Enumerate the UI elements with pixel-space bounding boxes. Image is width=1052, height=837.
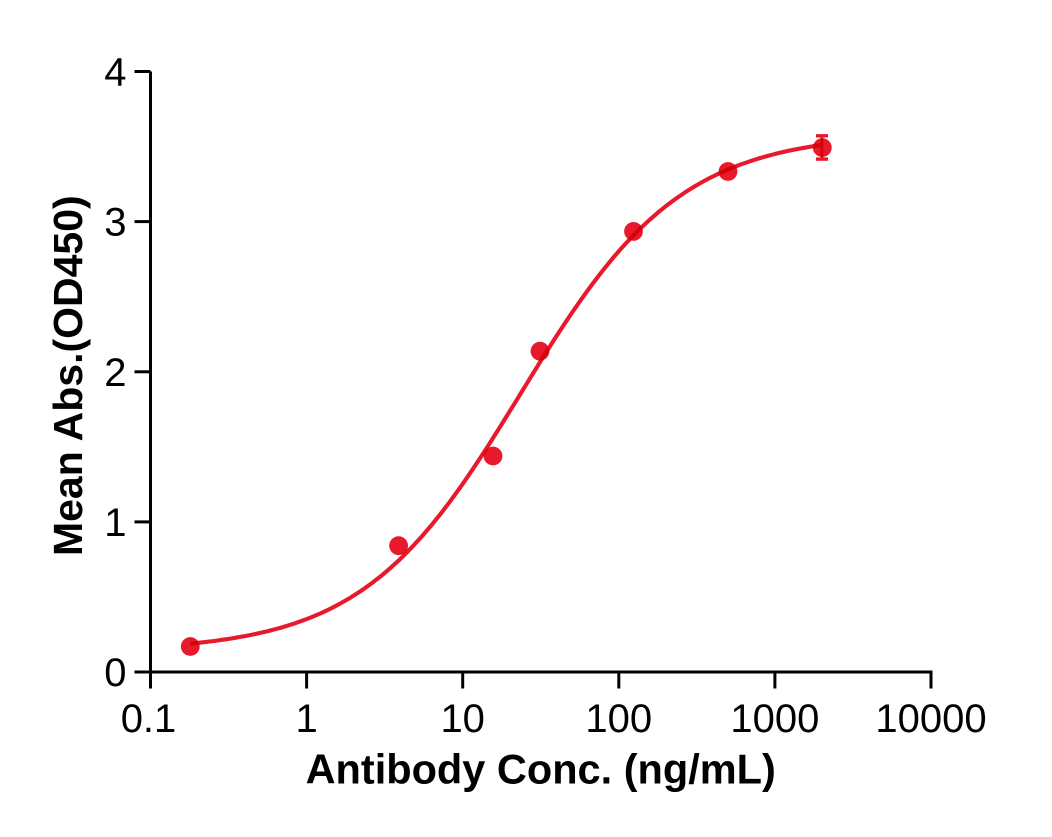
svg-text:3: 3	[104, 201, 126, 245]
svg-text:1: 1	[104, 501, 126, 545]
svg-text:100: 100	[585, 697, 652, 741]
svg-text:0.1: 0.1	[121, 697, 177, 741]
svg-text:2: 2	[104, 351, 126, 395]
svg-text:10000: 10000	[875, 697, 986, 741]
svg-text:0: 0	[104, 651, 126, 695]
svg-text:4: 4	[104, 51, 126, 95]
svg-text:10: 10	[440, 697, 485, 741]
svg-text:1000: 1000	[730, 697, 819, 741]
svg-text:1: 1	[295, 697, 317, 741]
svg-text:Antibody Conc. (ng/mL): Antibody Conc. (ng/mL)	[306, 746, 776, 793]
svg-text:Mean Abs.(OD450): Mean Abs.(OD450)	[45, 195, 91, 556]
